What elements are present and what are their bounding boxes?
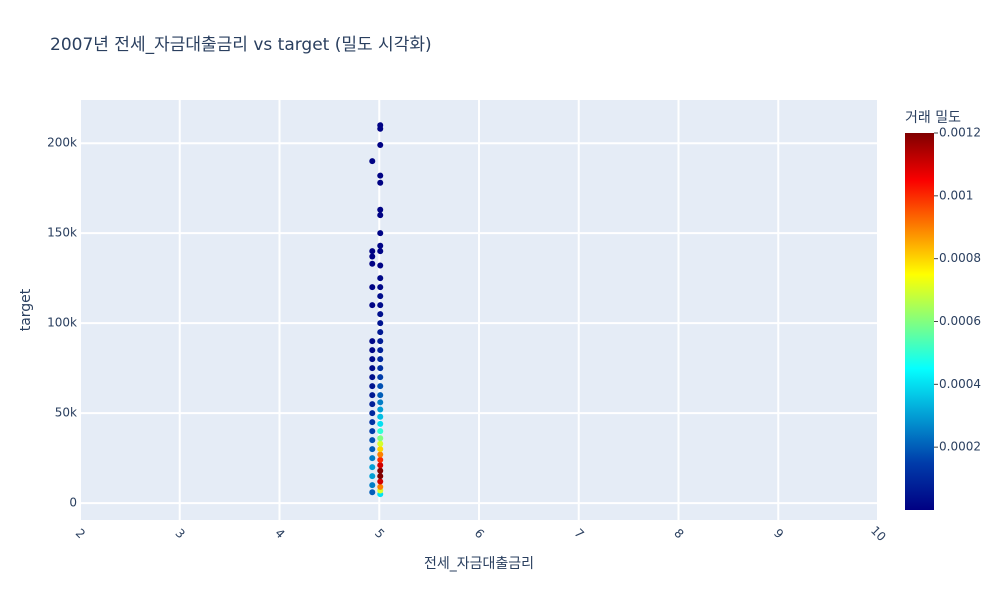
point: [377, 284, 384, 291]
point: [377, 435, 384, 442]
point: [377, 206, 384, 213]
point: [377, 212, 384, 219]
point: [377, 275, 384, 282]
colorbar-tick-label: 0.0012: [939, 126, 981, 140]
y-tick-label: 200k: [47, 136, 77, 150]
point: [377, 406, 384, 413]
point: [377, 293, 384, 300]
point: [377, 478, 384, 485]
point: [377, 383, 384, 390]
point: [377, 473, 384, 480]
point: [369, 473, 376, 480]
point: [369, 383, 376, 390]
point: [377, 413, 384, 420]
point: [369, 401, 376, 408]
point: [369, 482, 376, 489]
chart-title: 2007년 전세_자금대출금리 vs target (밀도 시각화): [50, 35, 432, 55]
point: [377, 428, 384, 435]
point: [377, 179, 384, 186]
point: [369, 356, 376, 363]
point: [369, 428, 376, 435]
point: [369, 392, 376, 399]
point: [369, 374, 376, 381]
point: [377, 483, 384, 490]
point: [377, 451, 384, 458]
point: [369, 455, 376, 462]
y-tick-label: 50k: [55, 406, 77, 420]
point: [377, 172, 384, 179]
point: [377, 462, 384, 469]
x-axis-title: 전세_자금대출금리: [424, 556, 534, 572]
point: [377, 230, 384, 237]
y-tick-label: 100k: [47, 316, 77, 330]
point: [369, 248, 376, 255]
x-tick-label: 3: [172, 526, 187, 541]
point: [377, 302, 384, 309]
point: [377, 141, 384, 148]
x-tick-label: 5: [372, 526, 387, 541]
point: [377, 338, 384, 345]
point: [377, 122, 384, 129]
point: [369, 302, 376, 309]
point: [369, 253, 376, 260]
x-tick-label: 2: [73, 526, 88, 541]
y-axis-title: target: [18, 288, 34, 331]
colorbar-tick-label: 0.0008: [939, 251, 981, 265]
point: [377, 456, 384, 463]
colorbar: [905, 133, 934, 510]
point: [377, 262, 384, 269]
point: [369, 365, 376, 372]
point: [377, 347, 384, 354]
point: [377, 248, 384, 255]
point: [377, 446, 384, 453]
point: [369, 437, 376, 444]
colorbar-tick-label: 0.0006: [939, 314, 981, 328]
point: [377, 467, 384, 474]
point: [377, 365, 384, 372]
colorbar-tick-label: 0.0004: [939, 377, 981, 391]
point: [377, 399, 384, 406]
point: [369, 419, 376, 426]
point: [369, 489, 376, 496]
x-tick-label: 7: [571, 526, 586, 541]
x-tick-label: 8: [671, 526, 686, 541]
point: [369, 410, 376, 417]
point: [377, 329, 384, 336]
point: [377, 420, 384, 427]
x-tick-label: 4: [272, 526, 287, 541]
point: [377, 320, 384, 327]
point: [377, 392, 384, 399]
x-tick-label: 9: [771, 526, 786, 541]
point: [377, 374, 384, 381]
point: [377, 440, 384, 447]
point: [369, 338, 376, 345]
colorbar-tick-label: 0.001: [939, 188, 973, 202]
point: [369, 260, 376, 267]
point: [369, 158, 376, 165]
point: [377, 356, 384, 363]
point: [377, 311, 384, 318]
x-tick-label: 10: [868, 523, 889, 544]
point: [377, 242, 384, 249]
colorbar-title: 거래 밀도: [905, 110, 961, 126]
point: [369, 446, 376, 453]
point: [369, 464, 376, 471]
point: [369, 284, 376, 291]
point: [369, 347, 376, 354]
colorbar-tick-label: 0.0002: [939, 440, 981, 454]
x-tick-label: 6: [472, 526, 487, 541]
y-tick-label: 0: [69, 496, 77, 510]
y-tick-label: 150k: [47, 226, 77, 240]
